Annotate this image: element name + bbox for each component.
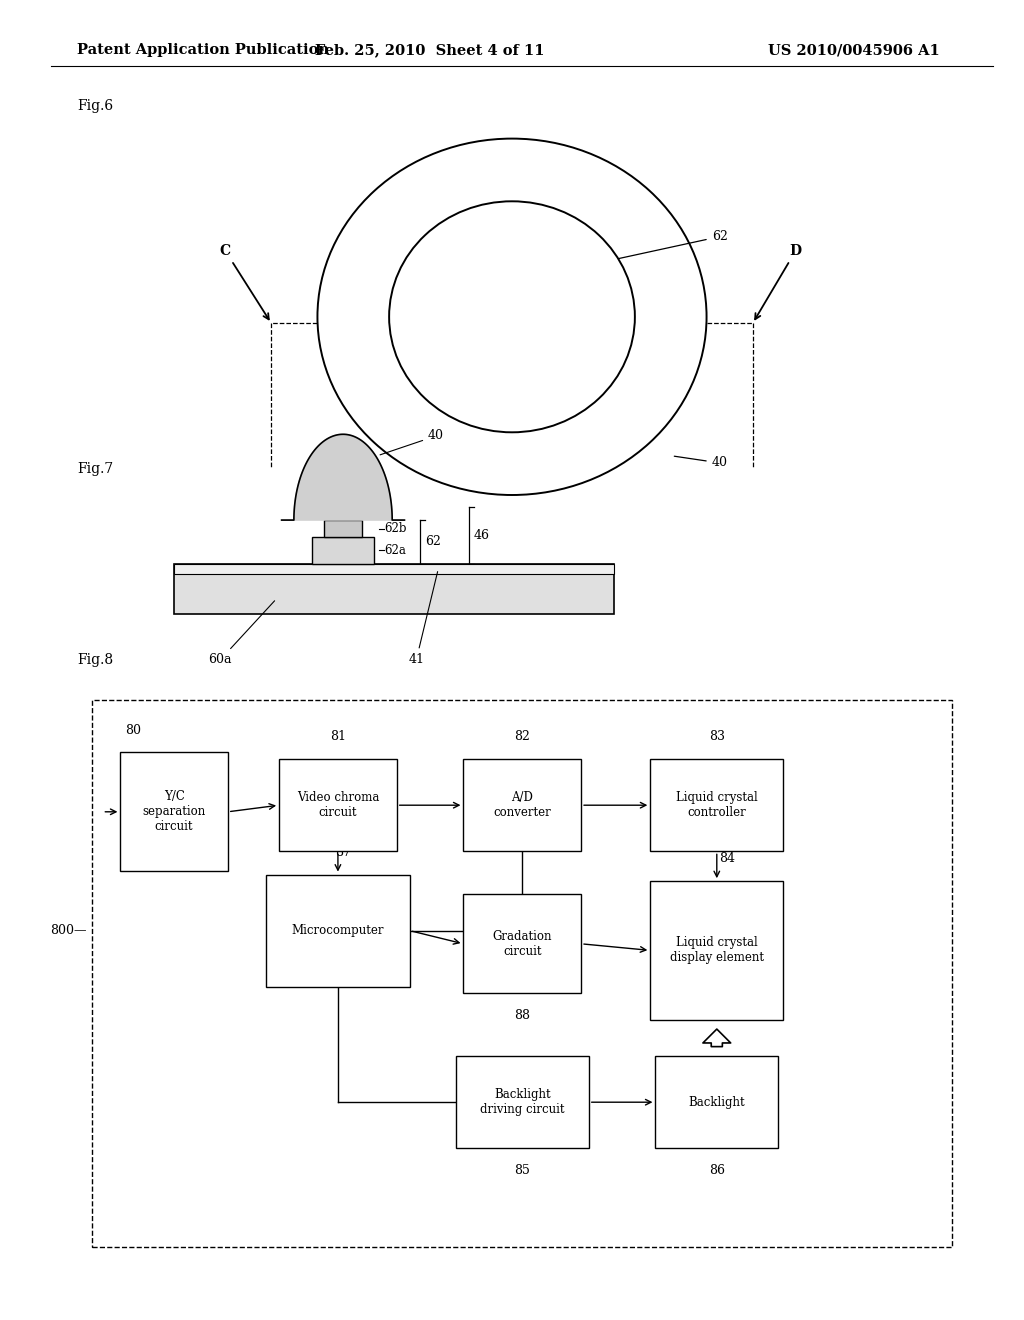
FancyBboxPatch shape <box>324 520 362 537</box>
FancyBboxPatch shape <box>463 759 582 851</box>
Text: US 2010/0045906 A1: US 2010/0045906 A1 <box>768 44 940 57</box>
FancyArrowPatch shape <box>702 1030 731 1047</box>
Text: 800—: 800— <box>50 924 87 937</box>
Text: Backlight: Backlight <box>688 1096 745 1109</box>
Text: Feb. 25, 2010  Sheet 4 of 11: Feb. 25, 2010 Sheet 4 of 11 <box>315 44 545 57</box>
Text: Microcomputer: Microcomputer <box>292 924 384 937</box>
Polygon shape <box>282 434 404 520</box>
Text: Fig.7: Fig.7 <box>77 462 113 475</box>
Text: 82: 82 <box>514 730 530 743</box>
Text: 83: 83 <box>709 730 725 743</box>
FancyBboxPatch shape <box>463 895 582 993</box>
Text: 81: 81 <box>330 730 346 743</box>
Text: 80: 80 <box>126 723 141 737</box>
Text: 62: 62 <box>620 230 728 259</box>
FancyBboxPatch shape <box>655 1056 778 1148</box>
Text: Backlight
driving circuit: Backlight driving circuit <box>480 1088 564 1117</box>
Text: Fig.8: Fig.8 <box>77 653 113 667</box>
FancyBboxPatch shape <box>121 752 228 871</box>
FancyBboxPatch shape <box>456 1056 589 1148</box>
FancyBboxPatch shape <box>174 564 614 614</box>
FancyBboxPatch shape <box>650 882 783 1019</box>
Text: Fig.6: Fig.6 <box>77 99 113 112</box>
Text: Video chroma
circuit: Video chroma circuit <box>297 791 379 820</box>
Text: 87: 87 <box>335 846 351 859</box>
Text: 62a: 62a <box>384 544 406 557</box>
Ellipse shape <box>389 201 635 433</box>
Text: 40: 40 <box>380 429 444 455</box>
Text: Liquid crystal
controller: Liquid crystal controller <box>676 791 758 820</box>
Text: 40: 40 <box>674 457 728 470</box>
FancyBboxPatch shape <box>312 537 374 564</box>
FancyBboxPatch shape <box>279 759 397 851</box>
FancyBboxPatch shape <box>92 700 952 1247</box>
Ellipse shape <box>317 139 707 495</box>
Text: 60a: 60a <box>209 601 274 667</box>
FancyBboxPatch shape <box>174 564 614 574</box>
Text: 86: 86 <box>709 1164 725 1177</box>
FancyBboxPatch shape <box>266 874 410 987</box>
FancyBboxPatch shape <box>650 759 783 851</box>
Text: C: C <box>220 244 268 319</box>
Text: 41: 41 <box>409 572 437 667</box>
Text: 84: 84 <box>719 853 735 866</box>
Text: Patent Application Publication: Patent Application Publication <box>77 44 329 57</box>
Text: A/D
converter: A/D converter <box>494 791 551 820</box>
Text: 88: 88 <box>514 1010 530 1022</box>
Text: Liquid crystal
display element: Liquid crystal display element <box>670 936 764 965</box>
Text: 46: 46 <box>474 529 490 543</box>
Text: Gradation
circuit: Gradation circuit <box>493 929 552 958</box>
Text: Y/C
separation
circuit: Y/C separation circuit <box>142 791 206 833</box>
Text: 85: 85 <box>514 1164 530 1177</box>
Text: 62b: 62b <box>384 523 407 535</box>
Text: D: D <box>755 244 802 319</box>
Text: 62: 62 <box>425 536 441 548</box>
